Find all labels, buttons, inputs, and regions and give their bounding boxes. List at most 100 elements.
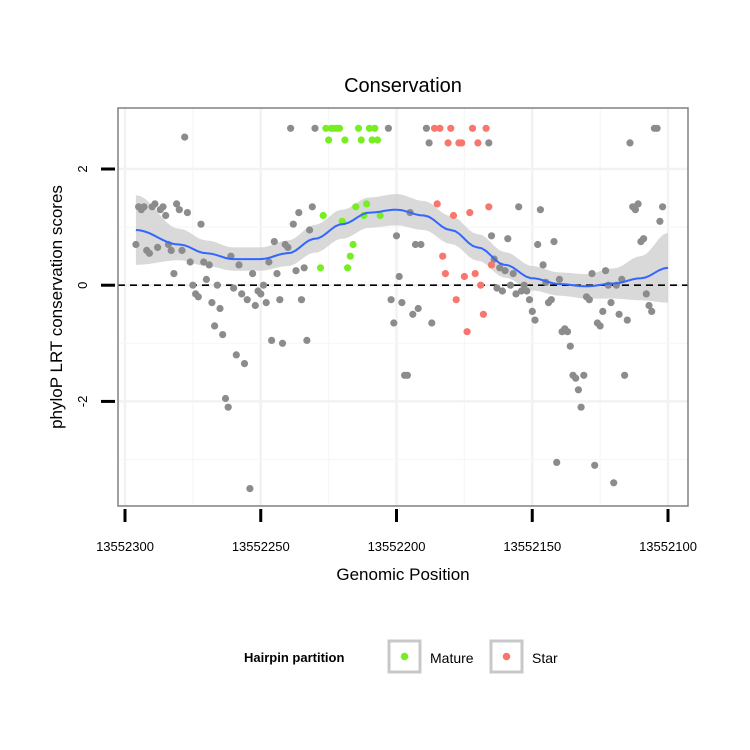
grid	[118, 108, 688, 506]
plot-panel-border	[117, 107, 689, 507]
data-point-other	[528, 307, 536, 315]
y-axis-title: phyloP LRT conservation scores	[47, 185, 66, 429]
data-point-other	[577, 403, 585, 411]
data-point-other	[251, 301, 259, 310]
data-point-other	[517, 287, 526, 295]
data-point-other	[167, 246, 175, 254]
data-point-other	[626, 139, 634, 147]
data-point-other	[295, 209, 303, 217]
data-point-star	[444, 139, 452, 147]
points-layer	[132, 124, 667, 493]
data-point-mature	[352, 203, 360, 211]
data-point-mature	[357, 136, 365, 144]
data-point-star	[452, 296, 460, 304]
data-point-other	[384, 124, 392, 132]
x-tick-label: 13552200	[368, 539, 426, 554]
data-point-other	[162, 211, 170, 220]
data-point-other	[221, 394, 230, 403]
data-point-star	[479, 310, 487, 318]
legend-dot-star	[502, 652, 511, 661]
data-point-other	[509, 270, 517, 278]
data-point-other	[645, 301, 653, 310]
data-point-other	[414, 304, 422, 313]
data-point-other	[311, 124, 319, 132]
data-point-other	[232, 351, 240, 359]
data-point-other	[515, 203, 523, 211]
data-point-other	[257, 290, 265, 298]
data-point-mature	[335, 124, 344, 132]
data-point-other	[186, 258, 194, 266]
data-point-other	[189, 281, 197, 289]
data-point-other	[178, 246, 186, 254]
data-point-other	[539, 261, 547, 269]
data-point-other	[422, 124, 430, 132]
data-point-other	[536, 206, 545, 214]
data-point-other	[205, 261, 213, 269]
data-point-other	[425, 139, 433, 147]
data-point-other	[140, 203, 148, 211]
data-point-other	[523, 287, 531, 295]
data-point-other	[246, 485, 254, 493]
data-point-other	[428, 319, 436, 327]
data-point-other	[403, 371, 411, 379]
data-point-other	[151, 200, 159, 208]
data-point-other	[284, 243, 292, 251]
data-point-mature	[344, 264, 352, 272]
x-axis-title: Genomic Position	[336, 565, 469, 584]
data-point-other	[173, 200, 181, 208]
data-point-other	[653, 124, 661, 132]
legend-label-star: Star	[532, 650, 558, 666]
data-point-other	[610, 479, 618, 487]
data-point-other	[588, 270, 596, 278]
data-point-other	[501, 267, 509, 275]
data-point-other	[224, 403, 232, 411]
data-point-other	[642, 290, 650, 298]
data-point-other	[292, 267, 300, 275]
data-point-other	[520, 281, 528, 289]
data-point-other	[197, 220, 205, 228]
data-point-star	[447, 124, 455, 132]
data-point-star	[466, 209, 474, 217]
x-tick-label: 13552300	[96, 539, 154, 554]
data-point-mature	[371, 124, 379, 132]
data-point-other	[183, 209, 191, 217]
data-point-other	[504, 235, 512, 243]
data-point-star	[485, 203, 493, 211]
data-point-other	[259, 281, 268, 289]
data-point-other	[615, 310, 623, 318]
data-point-other	[634, 200, 642, 208]
data-point-other	[506, 281, 515, 289]
chart-title: Conservation	[344, 75, 462, 97]
data-point-other	[525, 296, 534, 304]
data-point-star	[430, 124, 439, 132]
x-tick-label: 13552150	[503, 539, 561, 554]
y-tick-label: 0	[75, 282, 90, 289]
data-point-other	[390, 319, 398, 327]
legend-title: Hairpin partition	[244, 650, 344, 665]
data-point-mature	[354, 124, 363, 132]
data-point-mature	[365, 124, 373, 132]
data-point-other	[574, 386, 583, 394]
y-tick-label: -2	[75, 396, 90, 408]
data-point-other	[145, 249, 153, 257]
data-point-other	[235, 261, 243, 269]
data-point-mature	[349, 240, 357, 249]
data-point-mature	[341, 136, 349, 144]
data-point-star	[463, 328, 471, 336]
data-point-star	[471, 270, 479, 278]
data-point-other	[270, 238, 278, 246]
data-point-other	[213, 281, 221, 289]
data-point-other	[208, 299, 216, 307]
data-point-other	[599, 307, 607, 315]
data-point-other	[602, 267, 610, 275]
data-point-other	[240, 360, 249, 368]
data-point-other	[547, 296, 555, 304]
data-point-other	[563, 328, 572, 336]
data-point-star	[439, 252, 447, 260]
data-point-other	[640, 235, 648, 243]
data-point-mature	[319, 211, 327, 220]
data-point-other	[249, 270, 257, 278]
data-point-mature	[376, 211, 384, 220]
data-point-other	[262, 299, 270, 307]
